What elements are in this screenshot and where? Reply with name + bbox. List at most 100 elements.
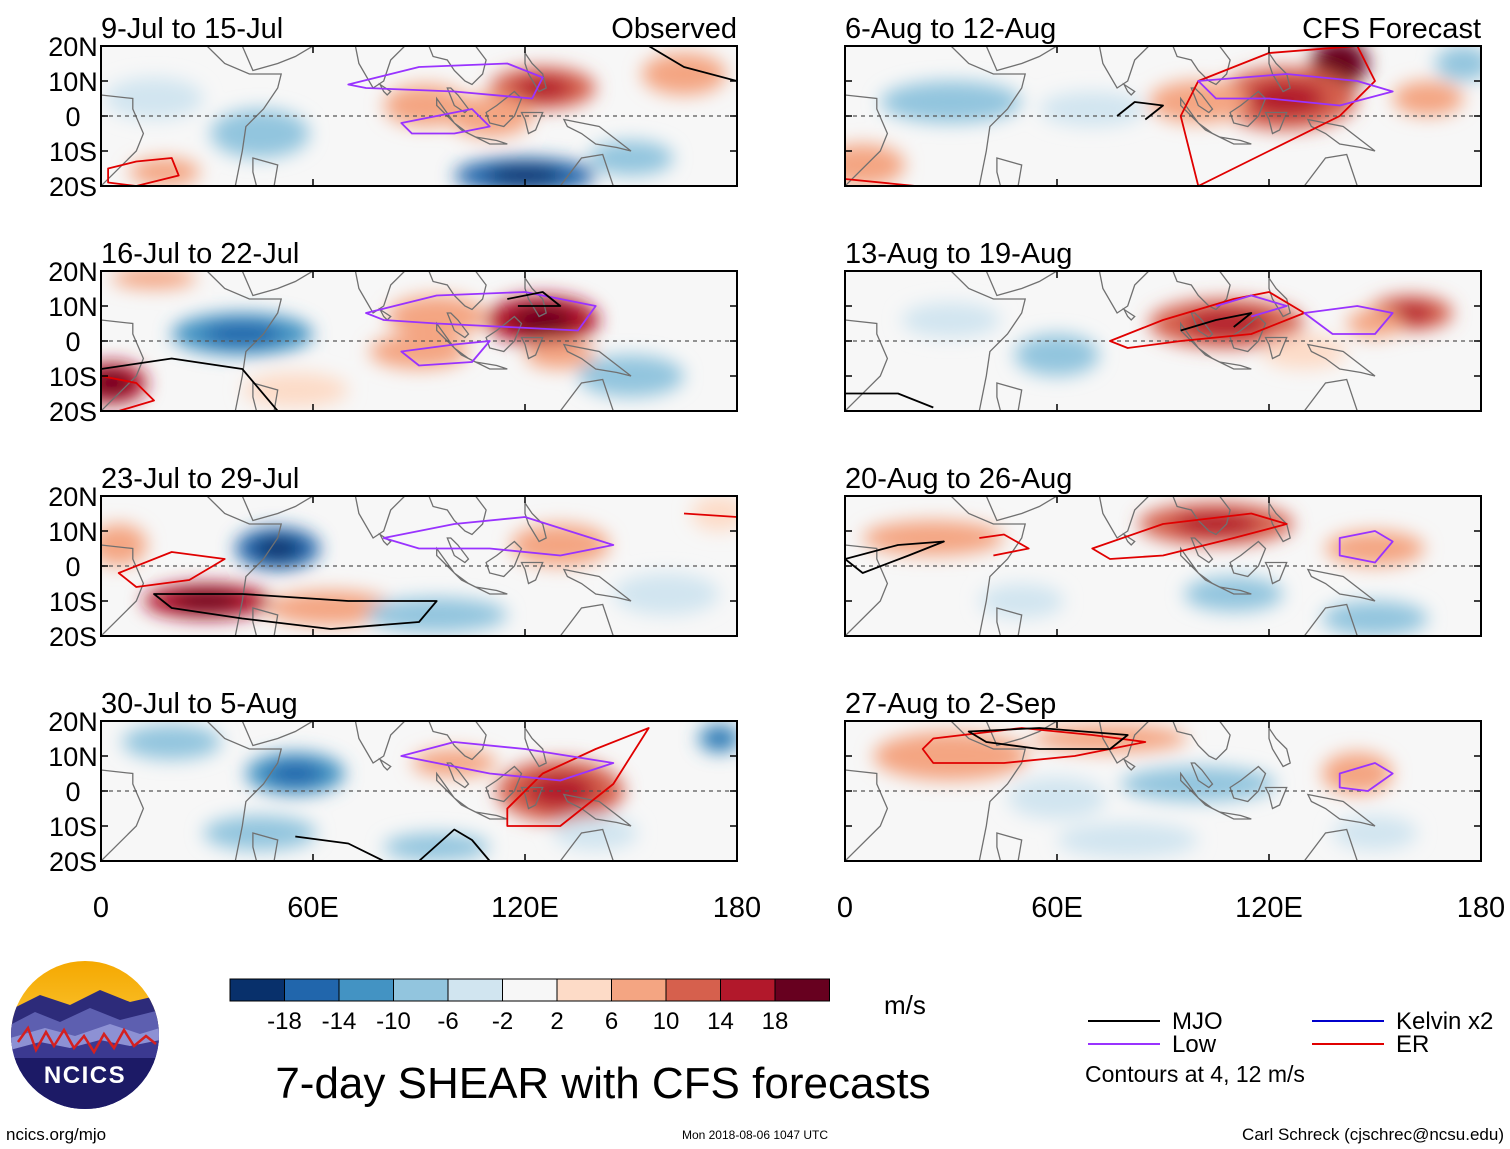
coastline xyxy=(1303,721,1324,722)
shear-anomaly xyxy=(510,524,610,566)
er-contour xyxy=(979,533,1030,557)
panel-7: 20-Aug to 26-Aug xyxy=(844,463,1482,637)
panel-title: 13-Aug to 19-Aug xyxy=(845,238,1072,270)
colorbar-label: -6 xyxy=(437,1008,458,1035)
shear-anomaly xyxy=(641,53,727,95)
coastline xyxy=(1219,586,1252,595)
colorbar-swatch xyxy=(665,978,721,1002)
source-url[interactable]: ncics.org/mjo xyxy=(6,1125,106,1144)
er-contour xyxy=(107,157,180,186)
shear-anomaly xyxy=(873,731,1029,781)
y-tick-label: 0 xyxy=(65,102,80,132)
coastline xyxy=(524,500,547,543)
shear-anomaly xyxy=(1261,334,1347,369)
colorbar-label: 2 xyxy=(550,1008,563,1035)
shear-anomaly xyxy=(104,77,204,120)
mjo-contour xyxy=(967,727,1129,750)
shear-anomaly-core xyxy=(1324,50,1356,77)
panel-title: 23-Jul to 29-Jul xyxy=(101,463,299,495)
shear-field xyxy=(101,271,684,408)
shear-anomaly xyxy=(979,583,1065,619)
low-contour xyxy=(1215,294,1288,318)
coastline xyxy=(436,96,476,138)
coastline xyxy=(1243,378,1358,411)
x-tick-label: 60E xyxy=(287,892,339,924)
er-contour xyxy=(921,727,1147,764)
panel-5: 6-Aug to 12-Aug CFS Forecast xyxy=(844,13,1482,187)
coastline xyxy=(241,271,315,297)
coastline xyxy=(985,271,1059,297)
shear-anomaly xyxy=(447,95,533,137)
shear-anomaly xyxy=(101,524,147,566)
coastline xyxy=(436,546,476,588)
figure-title: 7-day SHEAR with CFS forecasts xyxy=(275,1059,930,1108)
coastlines xyxy=(845,271,1376,411)
coastline xyxy=(985,721,1059,747)
colorbar-label: 14 xyxy=(707,1008,734,1035)
coastline xyxy=(559,46,580,47)
shear-anomaly xyxy=(1392,81,1464,116)
legend-label: ER xyxy=(1396,1031,1429,1058)
panel-6: 13-Aug to 19-Aug xyxy=(844,238,1482,412)
coastline xyxy=(520,111,544,135)
shear-anomaly xyxy=(1032,724,1188,753)
low-contour xyxy=(400,108,491,135)
x-tick-label: 0 xyxy=(837,892,853,924)
coastline xyxy=(1122,757,1136,771)
colorbar-label: 10 xyxy=(653,1008,680,1035)
shear-field xyxy=(845,46,1481,186)
shear-anomaly xyxy=(1007,777,1107,819)
panel-1: 9-Jul to 15-Jul Observed 20N 10N 0 10S 20S xyxy=(48,13,738,202)
coastlines xyxy=(101,721,632,861)
colorbar-swatch xyxy=(229,978,285,1002)
coastline xyxy=(559,496,580,497)
timestamp: Mon 2018-08-06 1047 UTC xyxy=(682,1128,828,1142)
coastline xyxy=(252,382,279,411)
coastline xyxy=(1229,765,1267,803)
shear-field xyxy=(104,53,727,186)
shear-anomaly-core xyxy=(513,76,572,100)
y-tick-label: 20S xyxy=(49,397,97,427)
x-tick-label: 60E xyxy=(1031,892,1083,924)
shear-anomaly xyxy=(1120,766,1277,802)
coastline xyxy=(1229,90,1267,128)
colorbar-label: -18 xyxy=(267,1008,302,1035)
low-contour xyxy=(382,516,615,557)
shear-anomaly xyxy=(845,144,906,186)
coastline xyxy=(845,496,1027,636)
coastline xyxy=(559,271,580,272)
coastline xyxy=(1190,537,1214,564)
coastline xyxy=(1219,811,1252,820)
panel-title: 20-Aug to 26-Aug xyxy=(845,463,1072,495)
coastline xyxy=(252,832,279,861)
er-contour xyxy=(101,375,155,411)
coastline xyxy=(1180,96,1220,138)
shear-anomaly xyxy=(369,334,469,369)
coastline xyxy=(446,762,470,789)
y-tick-label: 20S xyxy=(49,622,97,652)
low-contour xyxy=(365,291,597,332)
low-contour xyxy=(347,62,544,100)
coastline xyxy=(1122,532,1136,546)
coastline xyxy=(996,607,1023,636)
shear-anomaly-core xyxy=(101,371,132,395)
coastline xyxy=(475,361,508,370)
coastline xyxy=(1268,725,1291,768)
shear-anomaly xyxy=(203,815,317,851)
coastline xyxy=(1122,82,1136,96)
shear-anomaly xyxy=(122,724,222,760)
shear-anomaly xyxy=(1148,81,1248,123)
coastline xyxy=(562,568,632,602)
coastline xyxy=(1268,50,1291,93)
coastline xyxy=(1219,361,1252,370)
y-tick-label: 10S xyxy=(49,137,97,167)
coastline xyxy=(1264,786,1288,810)
coastline xyxy=(524,725,547,768)
coastline xyxy=(1243,828,1358,861)
y-tick-label: 0 xyxy=(65,327,80,357)
shear-anomaly xyxy=(613,573,720,615)
shear-anomaly-core xyxy=(172,591,242,611)
